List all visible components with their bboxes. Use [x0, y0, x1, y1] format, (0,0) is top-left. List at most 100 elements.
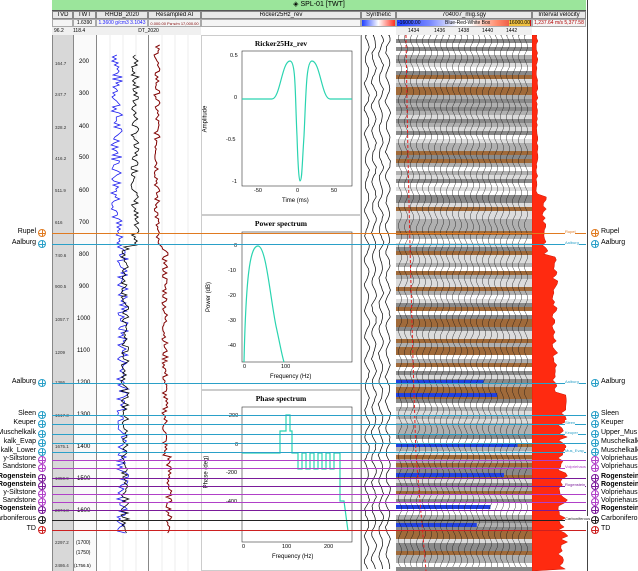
well-title-bar[interactable]: ◈ SPL-01 [TWT] — [52, 0, 586, 11]
horizon-marker-icon[interactable] — [38, 474, 46, 482]
resampled-ai-track[interactable] — [148, 35, 201, 571]
seismic-trace — [403, 35, 409, 568]
horizon-marker-icon[interactable] — [591, 516, 599, 524]
interval-velocity-header[interactable]: Interval velocity — [532, 11, 586, 19]
seismic-section[interactable] — [396, 35, 532, 571]
horizon-marker-icon[interactable] — [591, 498, 599, 506]
seismic-band — [396, 107, 532, 111]
horizon-label-right: Rogenstein — [601, 473, 638, 480]
horizon-marker-icon[interactable] — [591, 240, 599, 248]
seismic-band — [396, 559, 532, 563]
horizon-marker-icon[interactable] — [38, 516, 46, 524]
seismic-band — [396, 75, 532, 79]
seismic-xtick: 1438 — [458, 28, 470, 34]
twt-track: 200 300 400 500 600 700 800 900 1000 110… — [73, 35, 96, 571]
horizon-marker-icon[interactable] — [591, 474, 599, 482]
horizon-marker-icon[interactable] — [38, 498, 46, 506]
seismic-band — [396, 331, 532, 335]
horizon-marker-icon[interactable] — [38, 240, 46, 248]
horizon-marker-icon[interactable] — [38, 456, 46, 464]
synthetic-track[interactable] — [361, 35, 396, 571]
horizon-marker-icon[interactable] — [591, 411, 599, 419]
power-curve — [243, 245, 285, 363]
synthetic-header[interactable]: Synthetic — [361, 11, 396, 19]
seismic-band — [396, 35, 532, 39]
tvd-tick: 1675.1 — [55, 444, 69, 449]
horizon-marker-icon[interactable] — [38, 411, 46, 419]
phase-spectrum-title: Phase spectrum — [255, 394, 307, 403]
horizon-marker-icon[interactable] — [591, 464, 599, 472]
seismic-band — [396, 467, 532, 471]
horizon-marker-icon[interactable] — [591, 420, 599, 428]
horizon-marker-icon[interactable] — [591, 430, 599, 438]
horizon-marker-icon[interactable] — [38, 229, 46, 237]
interval-velocity-track[interactable] — [532, 35, 586, 571]
seismic-band — [396, 355, 532, 359]
horizon-marker-icon[interactable] — [591, 526, 599, 534]
well-icon: ◈ — [293, 1, 299, 8]
horizon-label-left: Carboniferous — [0, 515, 36, 522]
horizon-label-left: kalk_Lower — [0, 447, 36, 454]
horizon-marker-icon[interactable] — [38, 464, 46, 472]
wavelet-header[interactable]: Ricker25Hz_rev — [201, 11, 361, 19]
horizon-marker-icon[interactable] — [591, 439, 599, 447]
twt-header[interactable]: TWT — [73, 11, 96, 19]
horizon-label-left: Muschelkalk — [0, 429, 36, 436]
seismic-band — [396, 371, 532, 375]
horizon-marker-icon[interactable] — [38, 448, 46, 456]
horizon-marker-icon[interactable] — [591, 506, 599, 514]
seismic-band — [396, 343, 532, 347]
seismic-band — [396, 495, 532, 499]
horizon-marker-icon[interactable] — [38, 420, 46, 428]
seismic-header[interactable]: 704007_mig.sgy — [396, 11, 532, 19]
seismic-band — [396, 231, 532, 235]
phase-spectrum-panel[interactable]: Phase spectrum 200 0 -200 -400 0 100 200… — [201, 390, 361, 571]
tvd-header[interactable]: TVD — [52, 11, 73, 19]
seismic-band — [396, 403, 532, 407]
seismic-band — [396, 387, 532, 391]
seismic-band — [396, 219, 532, 223]
seismic-band — [396, 131, 532, 135]
seismic-band — [396, 271, 532, 275]
wavelet-panel[interactable]: Ricker25Hz_rev 0.5 0 -0.5 -1 -50 0 50 Ti… — [201, 35, 361, 215]
horizon-label-left: Sandstone — [2, 497, 36, 504]
rhob-header[interactable]: RHOB_2020 — [96, 11, 148, 19]
horizon-marker-icon[interactable] — [38, 490, 46, 498]
seismic-band — [396, 463, 532, 467]
horizon-marker-icon[interactable] — [591, 490, 599, 498]
seismic-trace — [469, 35, 475, 568]
seismic-band — [396, 511, 532, 515]
horizon-marker-icon[interactable] — [591, 456, 599, 464]
horizon-marker-icon[interactable] — [38, 482, 46, 490]
horizon-marker-icon[interactable] — [38, 526, 46, 534]
power-xlabel: Frequency (Hz) — [270, 374, 312, 380]
seismic-band — [396, 99, 532, 103]
seismic-band — [396, 303, 532, 307]
horizon-marker-icon[interactable] — [38, 506, 46, 514]
seismic-band — [396, 323, 532, 327]
seismic-band — [396, 123, 532, 127]
twt-tick: 1200 — [77, 380, 91, 386]
synthetic-trace — [384, 35, 391, 569]
phase-ylabel: Phase (deg) — [203, 455, 210, 489]
horizon-marker-icon[interactable] — [38, 430, 46, 438]
horizon-label-left: TD — [26, 525, 36, 532]
horizon-marker-icon[interactable] — [591, 229, 599, 237]
power-spectrum-panel[interactable]: Power spectrum 0 -10 -20 -30 -40 0 100 F… — [201, 215, 361, 390]
horizon-marker-icon[interactable] — [38, 379, 46, 387]
power-ytick: -20 — [228, 293, 236, 299]
seismic-band — [396, 39, 532, 43]
seismic-band — [396, 179, 532, 183]
seismic-band — [396, 115, 532, 119]
horizon-marker-icon[interactable] — [591, 379, 599, 387]
horizon-marker-icon[interactable] — [591, 482, 599, 490]
horizon-marker-icon[interactable] — [591, 448, 599, 456]
seismic-band — [396, 263, 532, 267]
horizon-label-right: Volpriehaus — [601, 463, 638, 470]
horizon-marker-icon[interactable] — [38, 439, 46, 447]
horizon-label-right: Volpriehaus — [601, 497, 638, 504]
horizon-label-left: Rupel — [17, 228, 36, 235]
resampled-ai-header[interactable]: Resampled AI — [148, 11, 201, 19]
rhob-track[interactable] — [96, 35, 148, 571]
power-ylabel: Power (dB) — [206, 281, 213, 313]
